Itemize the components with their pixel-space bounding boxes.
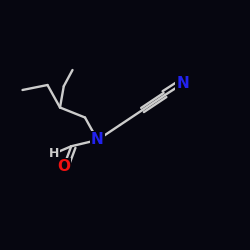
Text: H: H bbox=[48, 147, 59, 160]
Text: O: O bbox=[57, 159, 70, 174]
Text: N: N bbox=[91, 132, 104, 148]
Text: N: N bbox=[176, 76, 189, 91]
